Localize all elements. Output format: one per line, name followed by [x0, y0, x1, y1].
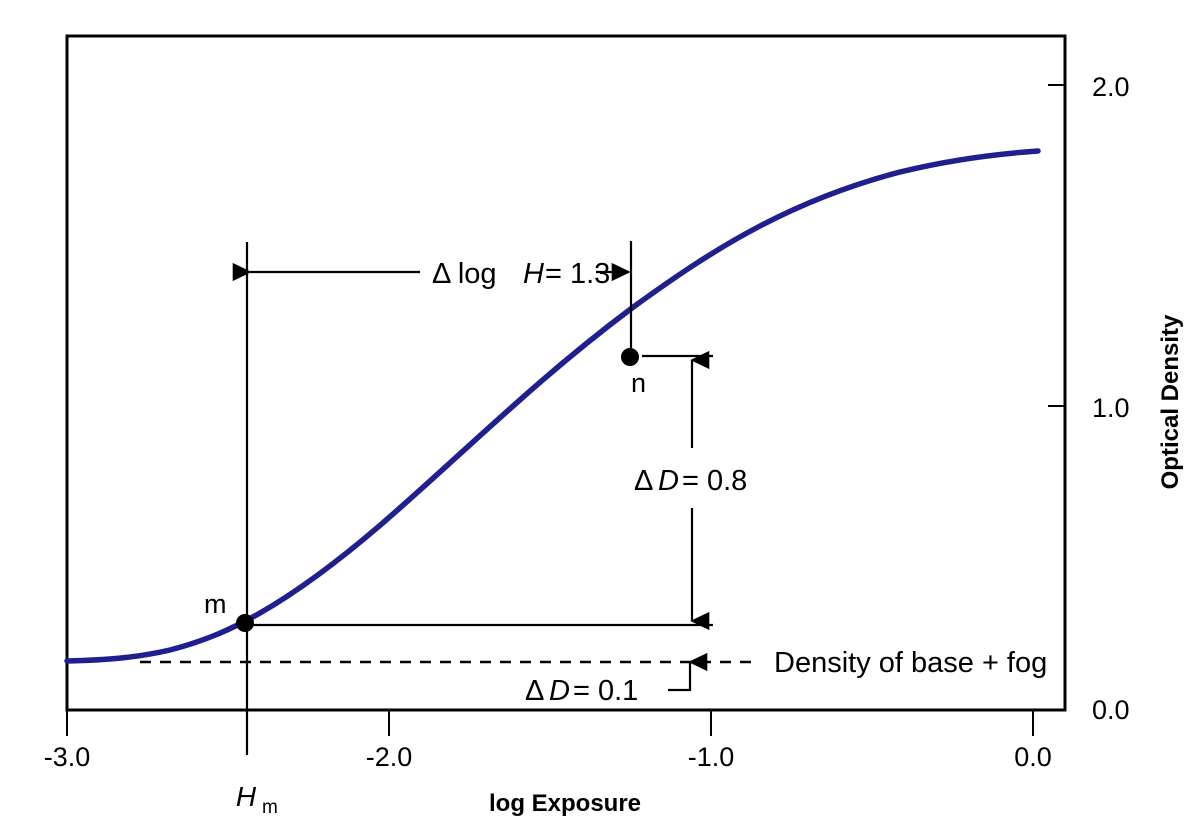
point-m-marker — [236, 614, 254, 632]
plot-frame — [65, 34, 1067, 712]
delta-log-h-prefix: Δ log — [432, 258, 497, 290]
hm-main-label: H — [236, 781, 257, 812]
delta-d-main-prefix: Δ — [634, 465, 653, 497]
delta-d-main-annotation: Δ D = 0.8 — [634, 465, 747, 497]
x-tick-label-0: -3.0 — [44, 742, 91, 772]
hm-subscript-label: m — [262, 797, 278, 818]
delta-d-fog-leader — [668, 652, 708, 692]
x-tick-label-3: 0.0 — [1014, 742, 1052, 772]
delta-log-h-value: = 1.3 — [545, 258, 610, 290]
x-axis-ticks — [66, 711, 1034, 736]
point-n-marker — [621, 348, 639, 366]
characteristic-curve — [64, 148, 1041, 664]
base-fog-label: Density of base + fog — [774, 647, 1047, 679]
x-tick-label-1: -2.0 — [366, 742, 413, 772]
y-tick-label-2: 0.0 — [1092, 695, 1130, 725]
delta-d-main-variable: D — [658, 465, 679, 497]
point-n-label: n — [631, 368, 646, 398]
point-m-label: m — [204, 589, 227, 619]
y-axis-title: Optical Density — [1157, 314, 1184, 489]
delta-d-fog-prefix: Δ — [525, 675, 544, 707]
y-tick-labels: 2.0 1.0 0.0 — [1092, 72, 1130, 725]
x-axis-title: log Exposure — [489, 790, 641, 817]
delta-log-h-variable: H — [523, 258, 544, 290]
y-tick-label-0: 2.0 — [1092, 72, 1130, 102]
delta-d-fog-value: = 0.1 — [573, 675, 638, 707]
y-axis-ticks — [1048, 84, 1065, 407]
delta-log-h-annotation: Δ log H = 1.3 — [432, 258, 610, 290]
x-tick-label-2: -1.0 — [688, 742, 735, 772]
y-tick-label-1: 1.0 — [1092, 393, 1130, 423]
delta-d-fog-annotation: Δ D = 0.1 — [525, 675, 638, 707]
delta-d-main-value: = 0.8 — [682, 465, 747, 497]
hm-marker-label: H m — [236, 781, 278, 818]
delta-d-fog-variable: D — [549, 675, 570, 707]
x-tick-labels: -3.0 -2.0 -1.0 0.0 — [44, 742, 1052, 772]
